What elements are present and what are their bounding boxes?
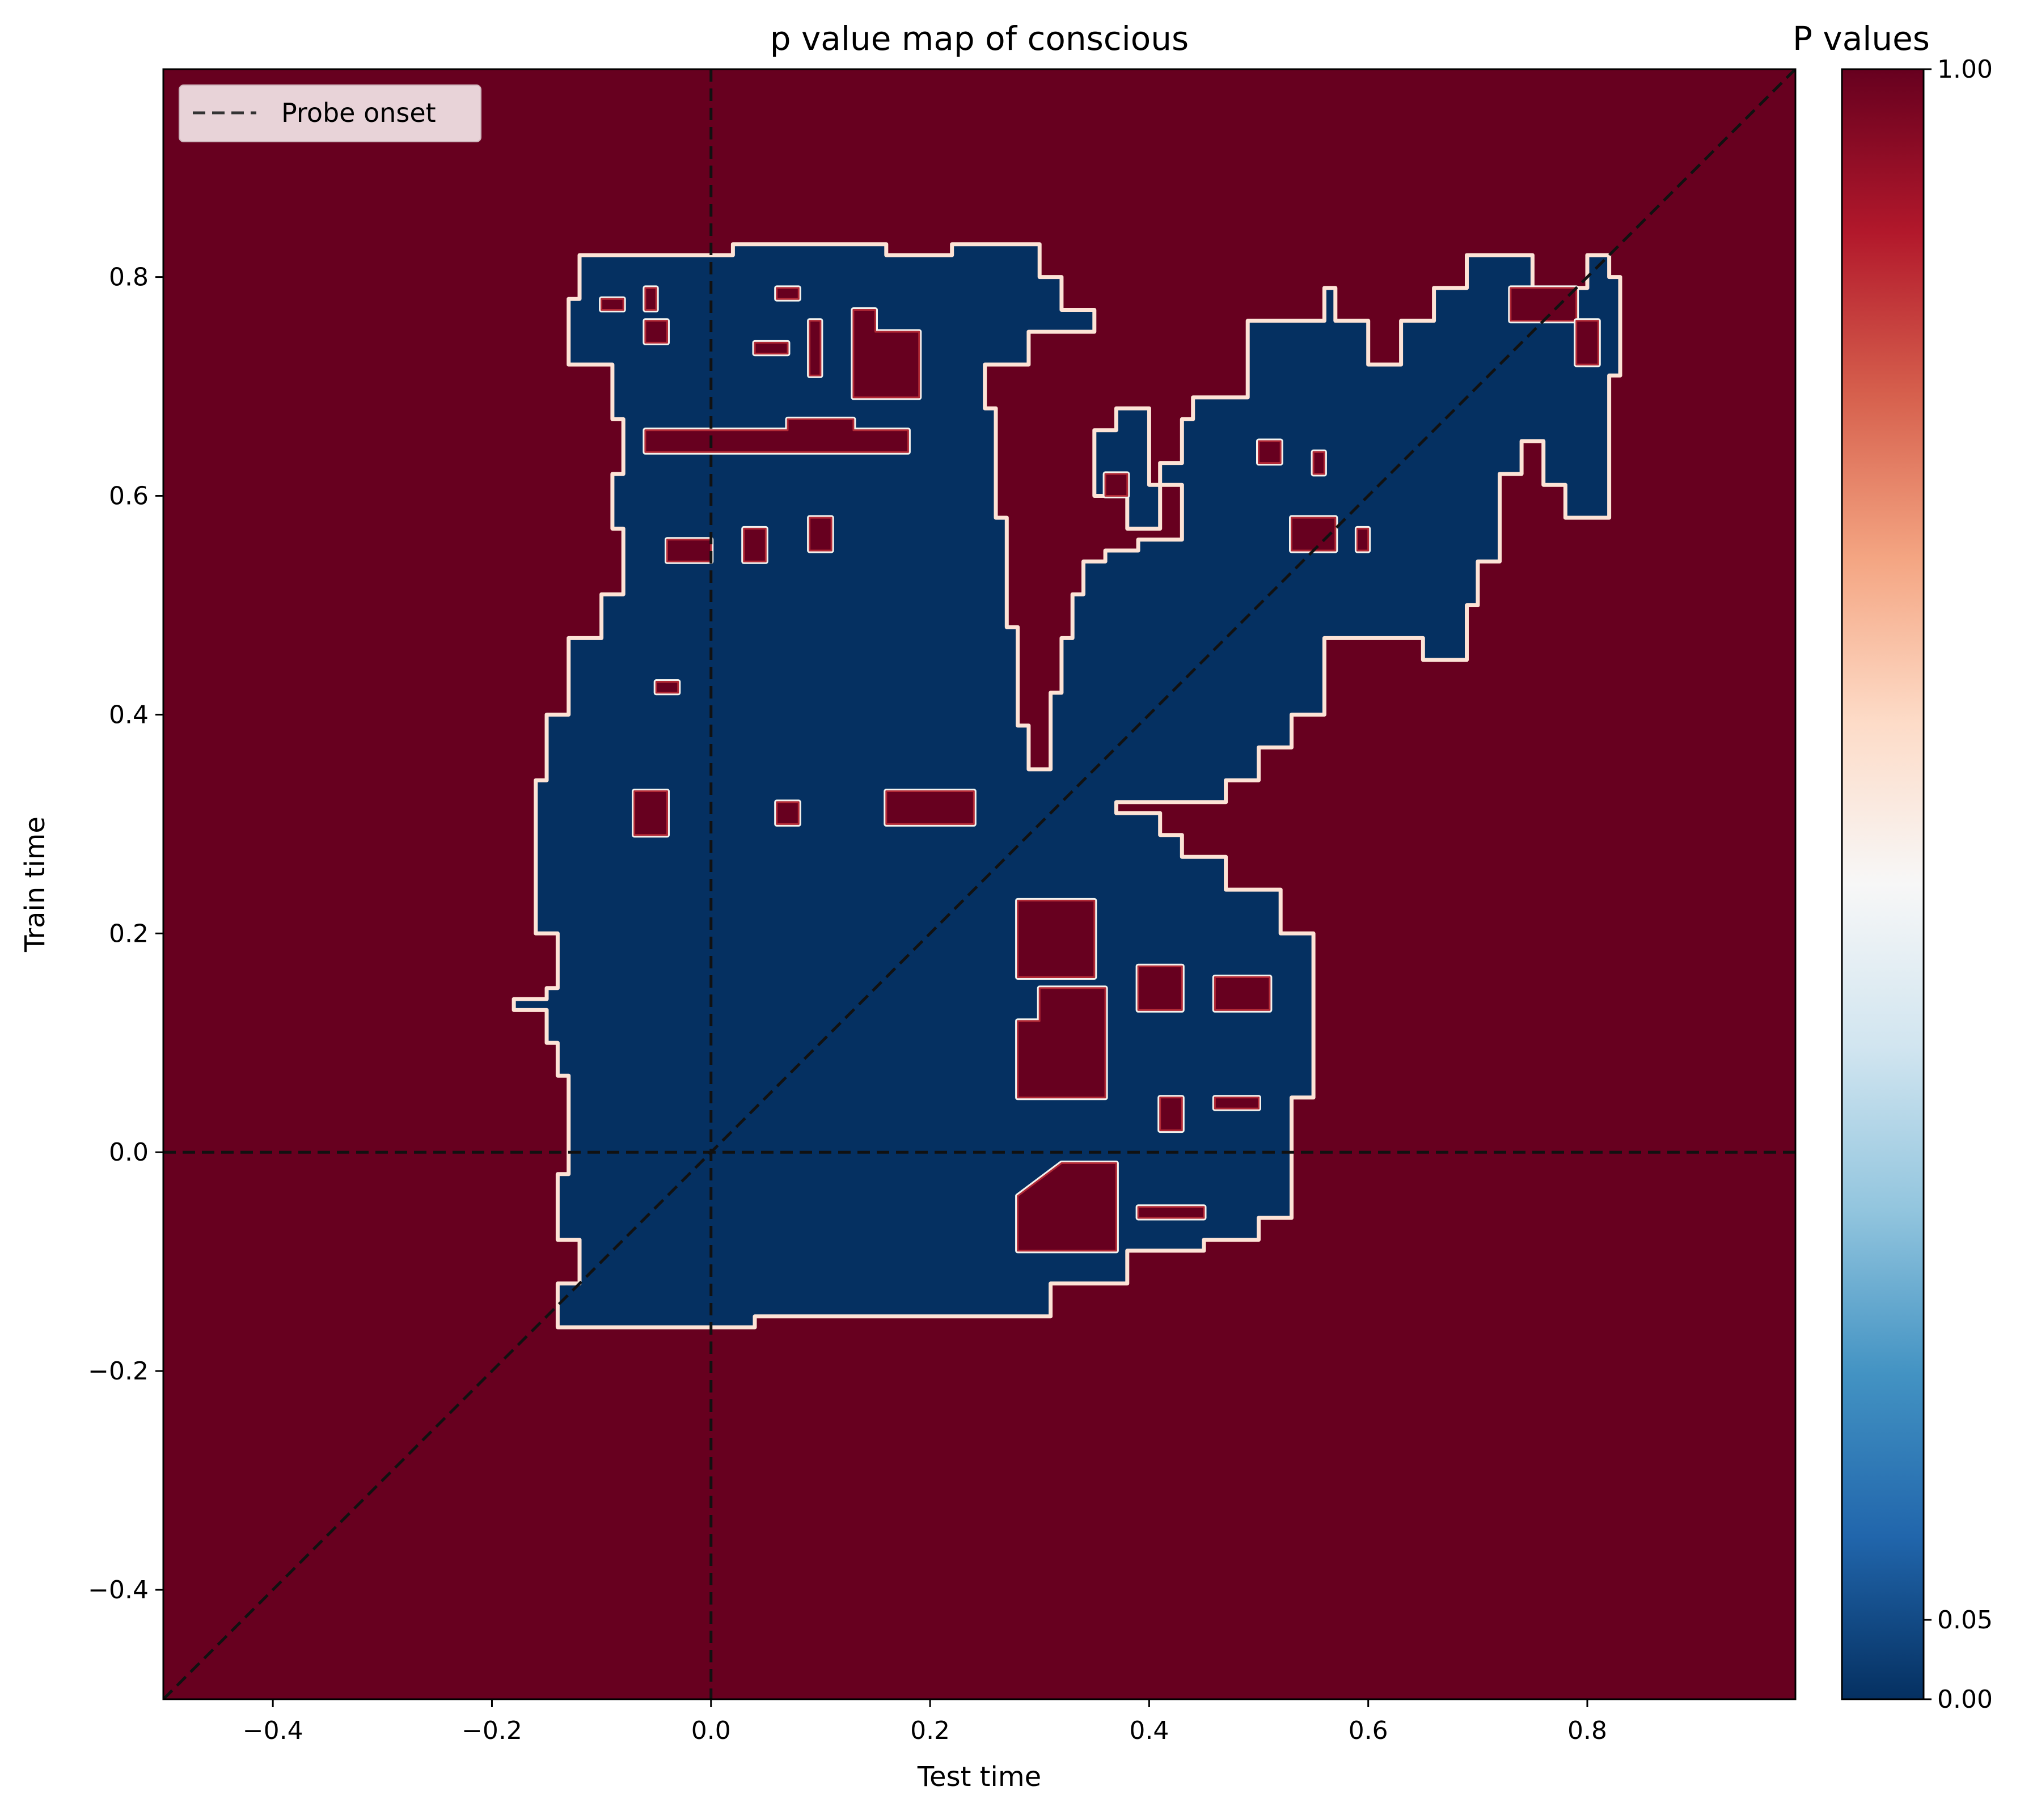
non-significant-hole [644,287,657,311]
non-significant-hole [852,309,920,399]
y-tick-label: 0.6 [109,482,149,511]
non-significant-hole [1291,517,1337,552]
non-significant-hole [776,287,800,300]
y-tick-label: 0.8 [109,263,149,292]
x-axis-ticks: −0.4 −0.2 0.0 0.2 0.4 0.6 0.8 [243,1699,1607,1745]
y-axis-ticks: −0.4 −0.2 0.0 0.2 0.4 0.6 0.8 [88,263,163,1605]
x-tick-label: 0.6 [1349,1716,1388,1745]
non-significant-hole [601,298,624,311]
non-significant-hole [1258,440,1282,464]
non-significant-hole [1214,976,1271,1011]
legend-label-probe-onset: Probe onset [281,98,436,128]
non-significant-hole [1312,451,1325,475]
non-significant-hole [633,790,668,836]
y-tick-label: −0.2 [88,1357,149,1386]
colorbar-ticks: 0.00 0.05 1.00 [1924,55,1993,1714]
non-significant-hole [1575,320,1599,366]
non-significant-hole [1017,899,1096,978]
colorbar-title: P values [1793,19,1930,58]
colorbar: P values 0.00 0.05 1.00 [1793,19,1993,1714]
y-axis-label: Train time [19,816,51,953]
non-significant-hole [1017,1162,1117,1252]
colorbar-tick-label: 1.00 [1937,55,1993,84]
non-significant-hole [1104,473,1129,497]
non-significant-hole [1017,987,1106,1099]
colorbar-tick-label: 0.05 [1937,1606,1993,1635]
y-tick-label: 0.0 [109,1138,149,1167]
non-significant-hole [1159,1097,1183,1132]
non-significant-hole [743,527,767,562]
y-tick-label: 0.4 [109,700,149,729]
x-axis-label: Test time [917,1761,1041,1793]
x-tick-label: 0.4 [1129,1716,1169,1745]
legend-box [179,84,481,142]
x-tick-label: −0.4 [243,1716,303,1745]
x-tick-label: −0.2 [462,1716,522,1745]
colorbar-gradient [1841,68,1925,1700]
y-tick-label: 0.2 [109,919,149,948]
x-tick-label: 0.0 [691,1716,731,1745]
non-significant-hole [809,320,822,376]
non-significant-hole [809,517,832,552]
colorbar-tick-label: 0.00 [1937,1685,1993,1714]
x-tick-label: 0.8 [1567,1716,1607,1745]
y-tick-label: −0.4 [88,1576,149,1605]
legend: Probe onset [179,84,481,142]
non-significant-hole [1137,1206,1205,1219]
plot-area [163,69,1795,1699]
non-significant-hole [1356,527,1370,552]
chart-title: p value map of conscious [770,19,1189,58]
x-tick-label: 0.2 [910,1716,950,1745]
non-significant-hole [655,681,679,694]
non-significant-hole [1214,1097,1260,1110]
non-significant-hole [885,790,975,825]
non-significant-hole [1510,287,1578,322]
non-significant-hole [1137,965,1183,1011]
non-significant-hole [644,320,668,344]
non-significant-holes [599,285,1601,1254]
plot-frame [162,68,1797,1700]
non-significant-hole [776,801,800,825]
non-significant-hole [754,341,789,355]
non-significant-hole [666,539,712,562]
significant-region-halo [512,242,1622,1330]
